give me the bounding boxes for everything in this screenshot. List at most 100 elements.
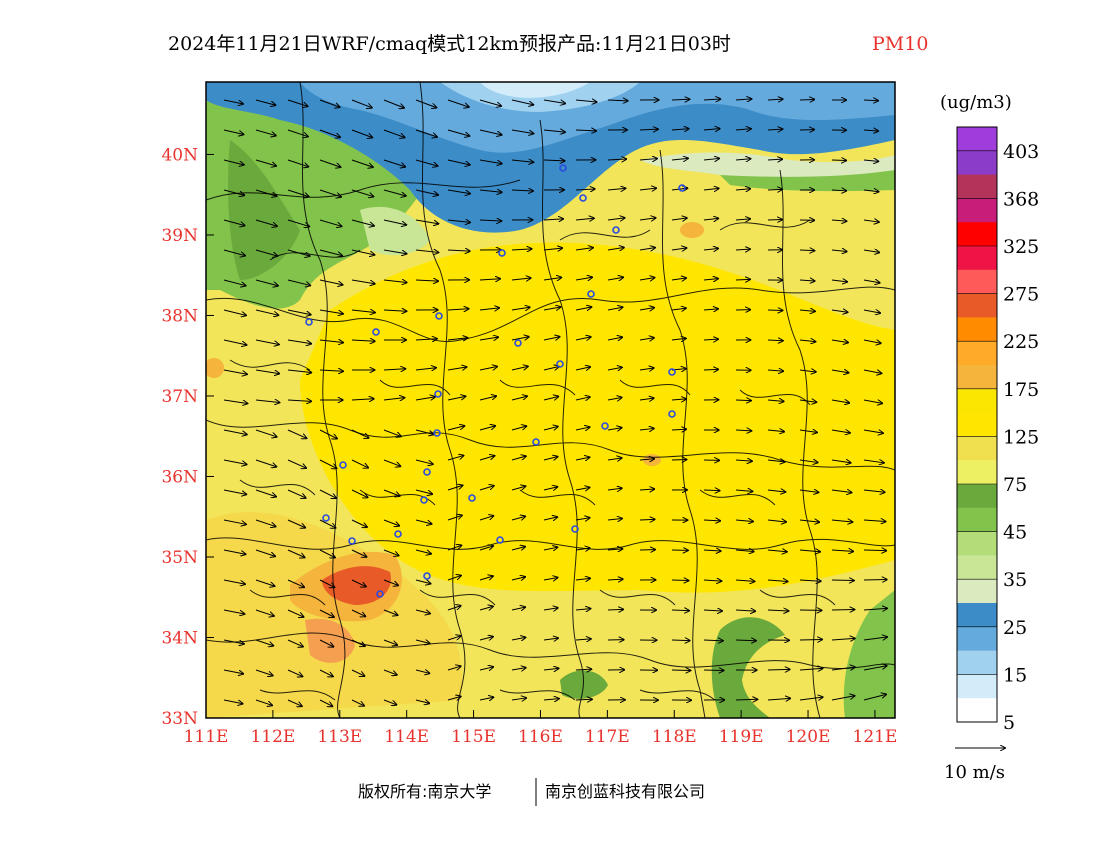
wind-vector — [415, 459, 433, 464]
wind-vector — [767, 159, 782, 160]
wind-vector — [863, 490, 885, 492]
wind-vector — [479, 367, 497, 371]
wind-vector — [671, 640, 690, 641]
city-marker — [468, 494, 476, 502]
city-marker — [339, 461, 347, 469]
wind-vector — [479, 516, 493, 521]
wind-vector — [575, 427, 590, 430]
wind-vector — [511, 668, 526, 670]
wind-vector — [863, 250, 879, 252]
wind-vector — [607, 188, 625, 190]
wind-vector — [287, 429, 306, 438]
wind-vector — [415, 670, 429, 673]
wind-vector — [255, 549, 275, 556]
wind-vector — [351, 699, 364, 706]
wind-vector — [511, 396, 527, 401]
wind-vector — [415, 397, 435, 400]
wind-vector — [671, 129, 689, 130]
wind-vector — [863, 130, 878, 131]
wind-vector — [511, 516, 525, 520]
wind-vector — [319, 669, 333, 676]
colorbar-swatch — [957, 269, 997, 295]
wind-vector — [447, 515, 462, 521]
wind-vector — [799, 280, 815, 281]
colorbar-swatch — [957, 174, 997, 199]
wind-vector — [351, 99, 372, 108]
wind-vector — [447, 576, 461, 581]
wind-vector — [831, 667, 855, 670]
wind-vector — [799, 697, 823, 700]
wind-vector — [767, 669, 790, 670]
wind-vector — [607, 218, 625, 220]
wind-vector — [511, 698, 526, 700]
wind-vector — [447, 99, 469, 107]
wind-vector — [703, 248, 718, 250]
wind-vector — [223, 159, 244, 165]
wind-vector — [415, 129, 437, 137]
wind-vector — [575, 130, 596, 131]
wind-vector — [543, 396, 558, 400]
wind-vector — [703, 309, 718, 310]
wind-vector — [735, 279, 750, 280]
wind-vector — [703, 188, 719, 190]
map-title: 2024年11月21日WRF/cmaq模式12km预报产品:11月21日03时 — [168, 33, 731, 55]
wind-vector — [543, 337, 560, 340]
wind-vector — [639, 489, 654, 490]
wind-vector — [543, 367, 559, 370]
wind-vector — [767, 550, 787, 552]
wind-vector — [479, 159, 502, 164]
city-marker — [423, 468, 431, 476]
wind-vector — [351, 310, 375, 313]
wind-vector — [511, 637, 525, 640]
wind-vector — [607, 428, 622, 430]
wind-vector — [383, 549, 399, 556]
wind-vector — [383, 249, 407, 254]
wind-vector — [863, 430, 883, 433]
wind-vector — [639, 459, 654, 460]
city-marker — [496, 536, 504, 544]
wind-vector — [863, 370, 881, 373]
wind-vector — [415, 339, 437, 340]
wind-vector — [287, 549, 305, 557]
wind-vector — [671, 580, 688, 581]
wind-vector — [767, 340, 783, 341]
wind-vector — [799, 99, 814, 100]
longitude-label: 120E — [786, 727, 831, 747]
city-marker — [587, 290, 595, 298]
wind-vector — [863, 160, 878, 161]
wind-vector — [511, 547, 525, 550]
wind-vector — [415, 159, 438, 166]
wind-vector — [831, 220, 846, 221]
wind-vector — [703, 490, 720, 491]
copyright-company: 南京创蓝科技有限公司 — [545, 782, 705, 801]
wind-vector — [447, 220, 470, 222]
wind-vector — [447, 159, 470, 165]
wind-vector — [543, 219, 563, 220]
colorbar-label: 225 — [1003, 331, 1039, 353]
wind-vector — [831, 340, 848, 343]
wind-vector — [447, 636, 461, 641]
wind-vector — [447, 545, 461, 551]
wind-vector — [447, 129, 469, 136]
wind-vector — [479, 486, 494, 491]
wind-vector — [223, 219, 245, 225]
longitude-label: 114E — [384, 727, 429, 747]
city-marker — [435, 312, 443, 320]
wind-vector — [383, 609, 398, 615]
wind-vector — [447, 606, 461, 611]
wind-vector — [543, 578, 557, 580]
wind-vector — [575, 639, 591, 640]
colorbar-label: 25 — [1003, 617, 1027, 639]
wind-vector — [607, 277, 623, 280]
wind-vector — [831, 370, 849, 373]
wind-vector — [511, 190, 533, 191]
city-marker — [612, 226, 620, 234]
wind-vector — [735, 219, 750, 220]
city-marker — [305, 318, 313, 326]
wind-vector — [287, 129, 308, 137]
wind-vector — [575, 669, 591, 670]
wind-vector — [479, 697, 493, 700]
wind-vector — [831, 400, 849, 403]
wind-vector — [255, 219, 277, 226]
wind-vector — [543, 547, 557, 550]
